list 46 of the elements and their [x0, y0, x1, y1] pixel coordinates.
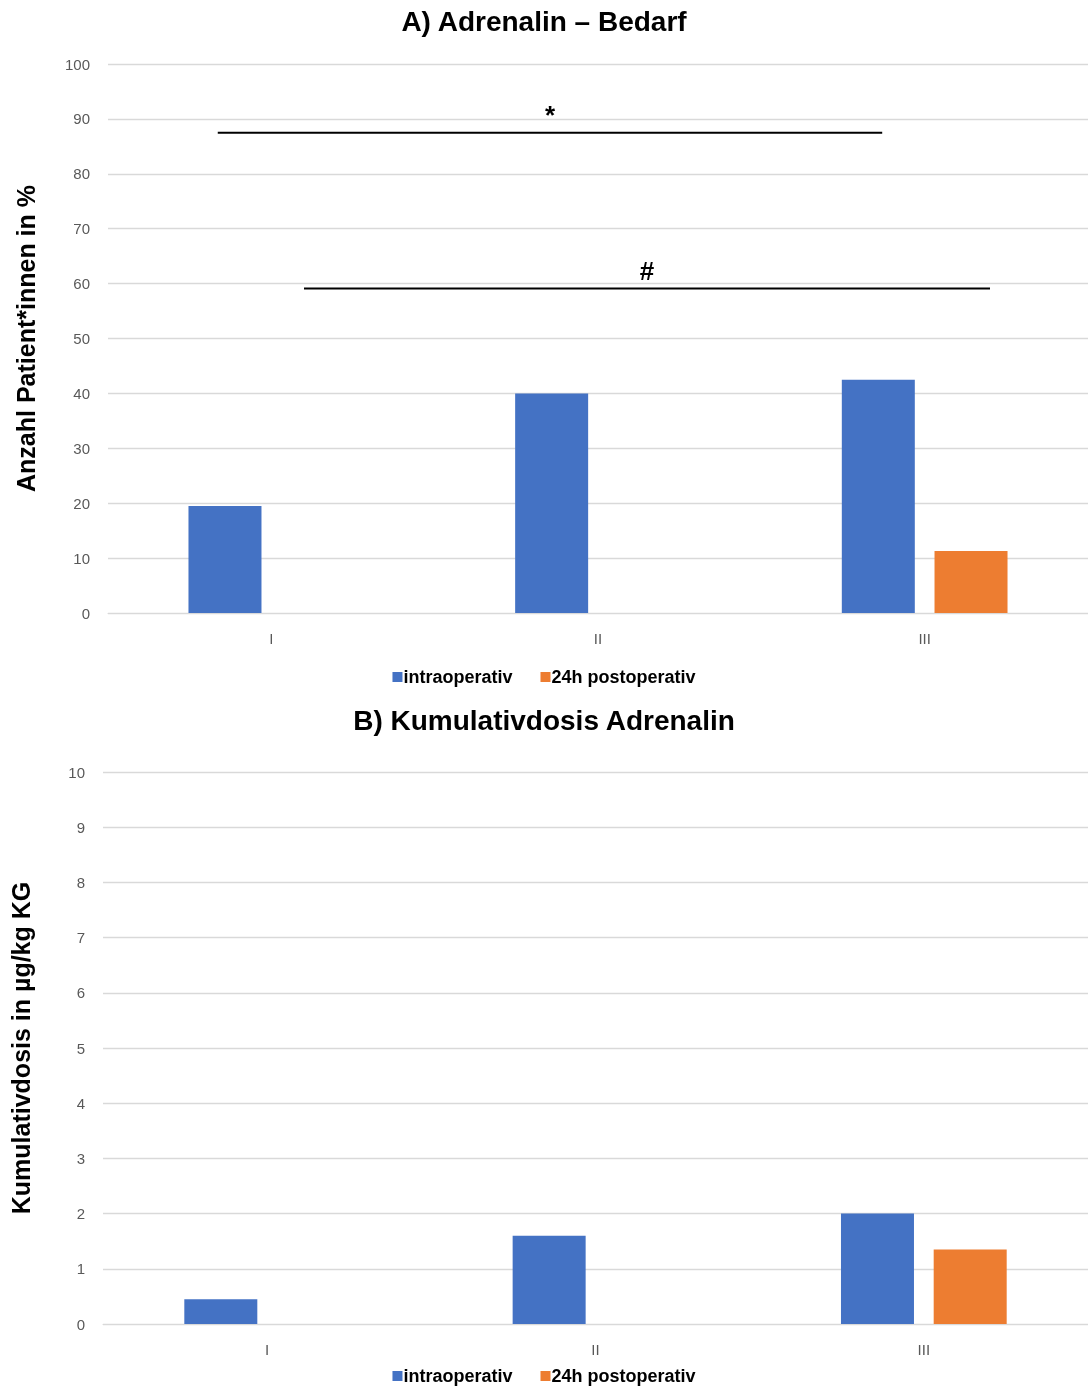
y-tick-label: 9 [76, 818, 85, 836]
bar [933, 1249, 1007, 1324]
y-tick-label: 10 [68, 763, 85, 781]
y-tick-label: 8 [76, 873, 85, 891]
y-tick-label: 40 [73, 384, 90, 402]
y-tick-label: 4 [76, 1094, 85, 1112]
y-tick-label: 100 [64, 55, 90, 73]
y-tick-label: 70 [73, 220, 90, 238]
x-tick-label: III [918, 630, 931, 647]
y-axis-title: Anzahl Patient*innen in % [11, 185, 40, 492]
y-tick-label: 10 [73, 549, 90, 567]
legend-label: 24h postoperativ [551, 667, 696, 687]
y-tick-label: 6 [76, 984, 85, 1002]
y-tick-label: 50 [73, 330, 90, 347]
y-axis-title: Kumulativdosis in µg/kg KG [6, 881, 35, 1215]
y-tick-label: 20 [73, 494, 90, 512]
x-tick-label: II [593, 630, 603, 647]
x-tick-label: II [591, 1341, 600, 1358]
y-tick-label: 7 [76, 929, 85, 947]
bar [840, 1213, 914, 1324]
bar [934, 550, 1008, 613]
x-tick-label: I [265, 1341, 270, 1358]
bar [841, 379, 915, 613]
bar [184, 1299, 258, 1324]
legend-label: intraoperativ [403, 667, 513, 687]
y-tick-label: 2 [76, 1205, 85, 1223]
annotation: # [639, 255, 655, 286]
legend-label: intraoperativ [403, 1366, 513, 1386]
y-tick-label: 1 [76, 1260, 85, 1278]
chart-title: A) Adrenalin – Bedarf [401, 5, 688, 37]
y-tick-label: 80 [73, 165, 90, 183]
bar [515, 393, 589, 613]
x-tick-label: III [917, 1341, 931, 1358]
x-tick-label: I [269, 630, 274, 647]
legend-label: 24h postoperativ [551, 1366, 696, 1386]
y-tick-label: 30 [73, 439, 90, 457]
y-tick-label: 0 [81, 604, 90, 622]
y-tick-label: 0 [76, 1315, 85, 1333]
bar [512, 1235, 586, 1324]
chart-title: B) Kumulativdosis Adrenalin [353, 704, 735, 736]
annotation: * [544, 99, 556, 130]
bar [188, 505, 262, 613]
y-tick-label: 5 [76, 1039, 85, 1057]
y-tick-label: 90 [73, 110, 90, 128]
y-tick-label: 3 [76, 1149, 85, 1167]
y-tick-label: 60 [73, 275, 90, 293]
